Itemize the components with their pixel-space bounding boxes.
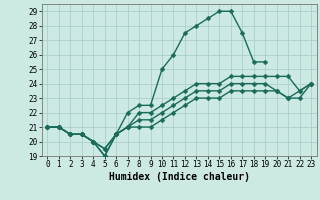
- X-axis label: Humidex (Indice chaleur): Humidex (Indice chaleur): [109, 172, 250, 182]
